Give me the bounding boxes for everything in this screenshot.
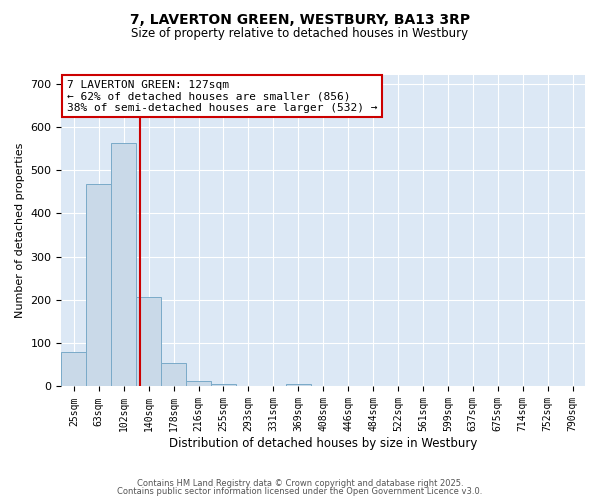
Bar — [136, 297, 161, 386]
Text: 7, LAVERTON GREEN, WESTBURY, BA13 3RP: 7, LAVERTON GREEN, WESTBURY, BA13 3RP — [130, 12, 470, 26]
Bar — [211, 384, 236, 386]
Bar — [86, 184, 111, 386]
Bar — [61, 352, 86, 386]
Text: Contains HM Land Registry data © Crown copyright and database right 2025.: Contains HM Land Registry data © Crown c… — [137, 478, 463, 488]
Y-axis label: Number of detached properties: Number of detached properties — [15, 143, 25, 318]
Text: 7 LAVERTON GREEN: 127sqm
← 62% of detached houses are smaller (856)
38% of semi-: 7 LAVERTON GREEN: 127sqm ← 62% of detach… — [67, 80, 377, 113]
Bar — [186, 382, 211, 386]
X-axis label: Distribution of detached houses by size in Westbury: Distribution of detached houses by size … — [169, 437, 478, 450]
Bar — [286, 384, 311, 386]
Bar — [161, 362, 186, 386]
Text: Contains public sector information licensed under the Open Government Licence v3: Contains public sector information licen… — [118, 487, 482, 496]
Bar — [111, 143, 136, 386]
Text: Size of property relative to detached houses in Westbury: Size of property relative to detached ho… — [131, 28, 469, 40]
